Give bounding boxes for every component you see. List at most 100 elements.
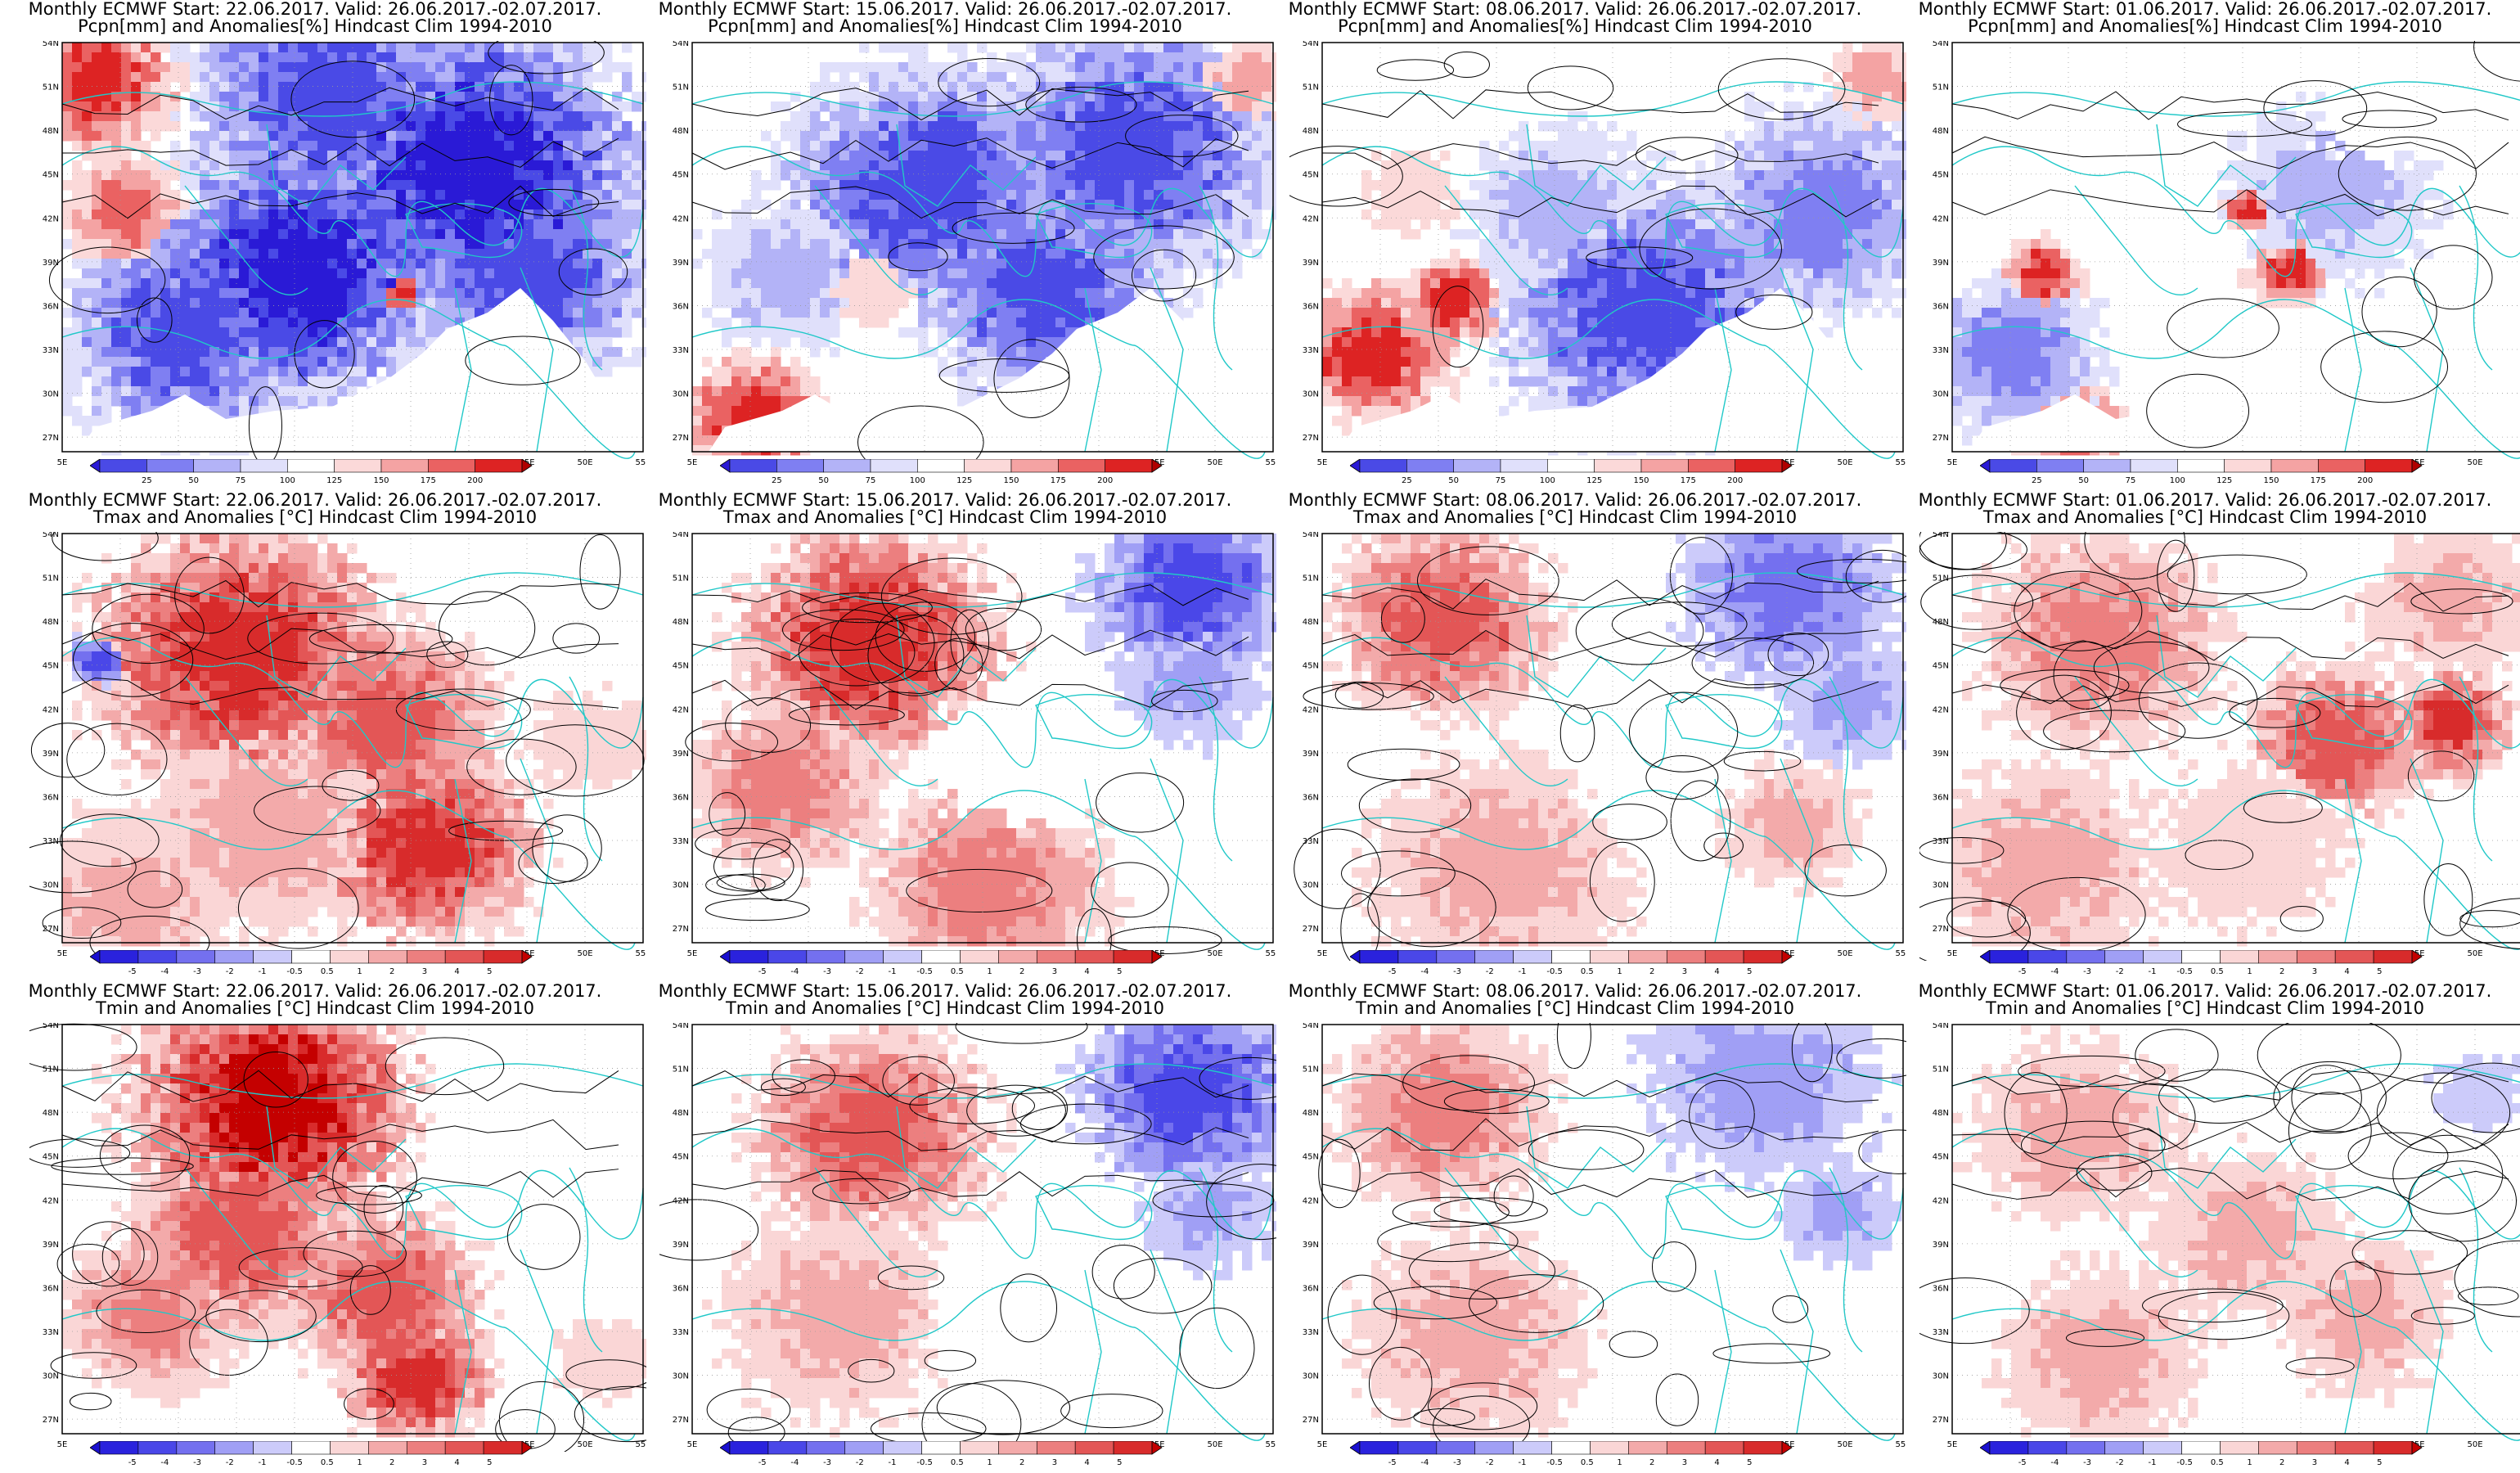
lon-tick-label: 50E [2467, 949, 2482, 958]
colorbar-segment [1590, 950, 1629, 964]
lat-tick-label: 36N [1933, 1284, 1949, 1293]
lat-tick-label: 42N [673, 705, 689, 714]
lat-tick-label: 54N [1303, 41, 1319, 48]
colorbar-svg: -5 -4 -3 -2 -1 -0.5 0.5 1 2 3 4 5 [1980, 950, 2423, 976]
lat-tick-label: 36N [1303, 793, 1319, 802]
colorbar-max-arrow [1151, 1441, 1163, 1455]
lat-tick-label: 30N [43, 881, 59, 890]
colorbar-svg: -5 -4 -3 -2 -1 -0.5 0.5 1 2 3 4 5 [1350, 1441, 1793, 1467]
colorbar-segment [1359, 950, 1399, 964]
panel-title: Monthly ECMWF Start: 22.06.2017. Valid: … [28, 490, 602, 510]
map-plot-area [659, 1023, 1276, 1452]
colorbar-segment [1743, 1441, 1783, 1455]
colorbar-segment [2104, 950, 2144, 964]
colorbar-segment [2220, 950, 2259, 964]
contour-lines [48, 41, 628, 466]
panel-subtitle: Tmax and Anomalies [°C] Hindcast Clim 19… [1982, 507, 2428, 527]
panel-title: Monthly ECMWF Start: 22.06.2017. Valid: … [28, 981, 602, 1001]
lat-tick-label: 51N [1933, 1065, 1949, 1074]
colorbar-segment [1628, 1441, 1667, 1455]
colorbar-label: -1 [888, 967, 896, 976]
panel-title: Monthly ECMWF Start: 15.06.2017. Valid: … [658, 490, 1232, 510]
colorbar-max-arrow [1781, 459, 1793, 473]
colorbar-segment [998, 1441, 1037, 1455]
lat-tick-label: 27N [673, 925, 689, 934]
colorbar-min-arrow [720, 1441, 731, 1455]
colorbar-segment [964, 459, 1012, 473]
colorbar-label: 25 [2032, 476, 2042, 485]
anomaly-map: 27N30N33N36N39N42N45N48N51N54N5E10E15E20… [673, 41, 1276, 470]
lat-tick-label: 54N [673, 532, 689, 539]
colorbar-segment [1036, 950, 1076, 964]
lat-tick-label: 45N [1303, 662, 1319, 671]
anomaly-map: 27N30N33N36N39N42N45N48N51N54N5E10E15E20… [673, 532, 1276, 961]
colorbar-segment [2143, 1441, 2182, 1455]
colorbar: -5 -4 -3 -2 -1 -0.5 0.5 1 2 3 4 5 [1350, 950, 1793, 976]
lat-tick-label: 54N [1303, 532, 1319, 539]
lat-tick-label: 30N [673, 390, 689, 399]
map-plot-area [1919, 532, 2520, 961]
colorbar-label: -5 [128, 1458, 137, 1467]
map-panel: Monthly ECMWF Start: 15.06.2017. Valid: … [630, 490, 1276, 982]
contour-lines [1919, 1023, 2520, 1376]
colorbar-segment [1989, 459, 2037, 473]
map-frame [691, 42, 1274, 453]
lon-tick-label: 55E [635, 458, 646, 467]
colorbar-segment [1397, 950, 1438, 964]
colorbar-segment [1704, 950, 1744, 964]
anomaly-map: 27N30N33N36N39N42N45N48N51N54N5E10E15E20… [1919, 532, 2520, 961]
no-data-region [709, 288, 1273, 452]
lat-tick-label: 54N [43, 532, 59, 539]
colorbar-label: -4 [2050, 1458, 2059, 1467]
colorbar-label: 5 [1747, 1458, 1752, 1467]
lat-tick-label: 33N [673, 346, 689, 355]
colorbar-label: -2 [226, 1458, 234, 1467]
colorbar-segment [176, 950, 216, 964]
colorbar-label: 4 [2344, 967, 2349, 976]
panel-subtitle: Tmax and Anomalies [°C] Hindcast Clim 19… [1352, 507, 1798, 527]
lat-tick-label: 30N [1303, 881, 1319, 890]
lat-tick-label: 39N [1303, 750, 1319, 759]
lon-tick-label: 50E [577, 458, 592, 467]
colorbar-segment [193, 459, 241, 473]
colorbar-max-arrow [1781, 950, 1793, 964]
lat-tick-label: 48N [673, 1109, 689, 1118]
lat-tick-label: 36N [1933, 793, 1949, 802]
colorbar-min-arrow [90, 459, 101, 473]
lat-tick-label: 42N [1933, 705, 1949, 714]
panel-subtitle: Tmin and Anomalies [°C] Hindcast Clim 19… [95, 998, 535, 1018]
lat-tick-label: 39N [43, 750, 59, 759]
lat-tick-label: 45N [1303, 171, 1319, 180]
lon-tick-label: 55E [1895, 1440, 1906, 1449]
no-data-region [1339, 288, 1903, 452]
colorbar-label: 1 [1617, 1458, 1622, 1467]
colorbar-segment [176, 1441, 216, 1455]
lat-tick-label: 51N [1303, 574, 1319, 583]
colorbar-segment [1688, 459, 1735, 473]
colorbar-segment [214, 1441, 254, 1455]
colorbar-label: 3 [1682, 1458, 1687, 1467]
colorbar-label: -0.5 [2176, 967, 2193, 976]
map-frame [691, 533, 1274, 944]
anomaly-field [692, 534, 1276, 947]
colorbar-max-arrow [521, 950, 533, 964]
coastlines [61, 1063, 644, 1441]
lon-tick-label: 50E [1207, 949, 1222, 958]
colorbar-segment [330, 950, 369, 964]
colorbar-label: 75 [236, 476, 246, 485]
colorbar-max-arrow [1151, 459, 1163, 473]
map-frame [1951, 1024, 2520, 1435]
colorbar-label: 3 [422, 1458, 427, 1467]
colorbar-segment [1640, 459, 1689, 473]
lat-tick-label: 33N [43, 1328, 59, 1337]
lon-tick-label: 5E [687, 1440, 698, 1449]
colorbar-label: 150 [1633, 476, 1649, 485]
colorbar-segment [2066, 950, 2106, 964]
colorbar-segment [1436, 950, 1476, 964]
coastlines [1321, 572, 1904, 950]
colorbar-label: -2 [856, 1458, 864, 1467]
anomaly-map: 27N30N33N36N39N42N45N48N51N54N5E10E15E20… [43, 41, 646, 467]
lat-tick-label: 48N [43, 1109, 59, 1118]
colorbar-label: 125 [326, 476, 342, 485]
contour-lines [1951, 41, 2520, 448]
